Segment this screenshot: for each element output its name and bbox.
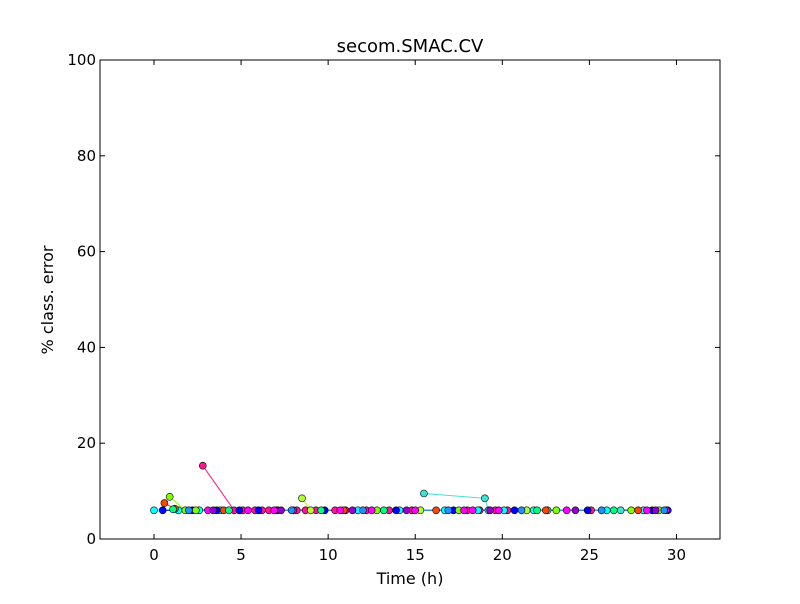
series-7-point	[411, 506, 420, 515]
x-tick-label: 0	[149, 546, 159, 564]
series-3-point	[481, 494, 489, 503]
series-10-point	[185, 506, 193, 515]
series-8-point	[486, 506, 494, 515]
series-7-point	[468, 506, 477, 515]
series-2-point	[392, 506, 400, 515]
series-7-point	[562, 506, 571, 515]
chart-title: secom.SMAC.CV	[337, 36, 484, 57]
series-5-point	[306, 506, 315, 515]
series-3-point	[616, 506, 625, 515]
y-tick-label: 40	[77, 338, 96, 356]
y-tick-label: 0	[86, 530, 96, 548]
series-2-point	[510, 506, 519, 515]
series-7-point	[494, 506, 503, 515]
series-6-point	[160, 499, 169, 507]
series-9-point	[225, 506, 233, 515]
y-tick-label: 80	[77, 147, 96, 165]
series-8-point	[651, 506, 660, 515]
series-10-point	[287, 506, 296, 515]
series-8-point	[402, 506, 411, 515]
x-tick-label: 5	[236, 546, 246, 564]
series-8-point	[571, 506, 580, 515]
series-0-point	[199, 461, 207, 470]
y-tick-label: 100	[67, 51, 96, 69]
x-tick-label: 25	[580, 546, 599, 564]
series-8-point	[277, 506, 285, 515]
series-3-point	[420, 489, 428, 498]
series-2-point	[158, 506, 167, 515]
series-9-point	[533, 506, 541, 515]
series-8-point	[209, 506, 217, 515]
series-9-point	[380, 506, 388, 515]
series-4-point	[627, 506, 636, 515]
series-9-point	[169, 505, 177, 514]
x-tick-label: 20	[493, 546, 512, 564]
series-5-point	[298, 494, 306, 503]
series-6-point	[432, 506, 440, 515]
series-2-point	[583, 506, 592, 515]
series-10-point	[359, 506, 367, 515]
plot-frame	[99, 59, 721, 540]
series-9-point	[609, 506, 618, 515]
series-7-point	[336, 506, 345, 515]
series-4-point	[165, 492, 174, 501]
series-1-point	[150, 506, 158, 515]
series-7-point	[643, 506, 651, 515]
x-tick-label: 15	[406, 546, 425, 564]
series-6-point	[541, 506, 550, 515]
series-10-point	[517, 506, 526, 515]
series-9-point	[317, 506, 326, 515]
series-7-point	[270, 506, 279, 515]
series-2-point	[235, 506, 244, 515]
series-7-point	[460, 506, 468, 515]
x-tick-label: 30	[667, 546, 686, 564]
series-10-point	[660, 506, 669, 515]
y-tick-label: 20	[77, 434, 96, 452]
series-6-point	[634, 506, 642, 515]
series-7-point	[367, 506, 376, 515]
series-7-point	[244, 506, 252, 515]
series-8-point	[348, 506, 357, 515]
y-tick-label: 60	[77, 243, 96, 261]
series-4-point	[552, 506, 561, 515]
series-4-point	[192, 506, 200, 515]
y-axis-label: % class. error	[38, 245, 57, 354]
series-10-point	[597, 506, 606, 515]
series-0-line	[202, 465, 592, 511]
series-2-point	[254, 506, 263, 515]
x-axis-label: Time (h)	[376, 569, 444, 588]
series-10-point	[444, 506, 453, 515]
x-tick-label: 10	[319, 546, 338, 564]
